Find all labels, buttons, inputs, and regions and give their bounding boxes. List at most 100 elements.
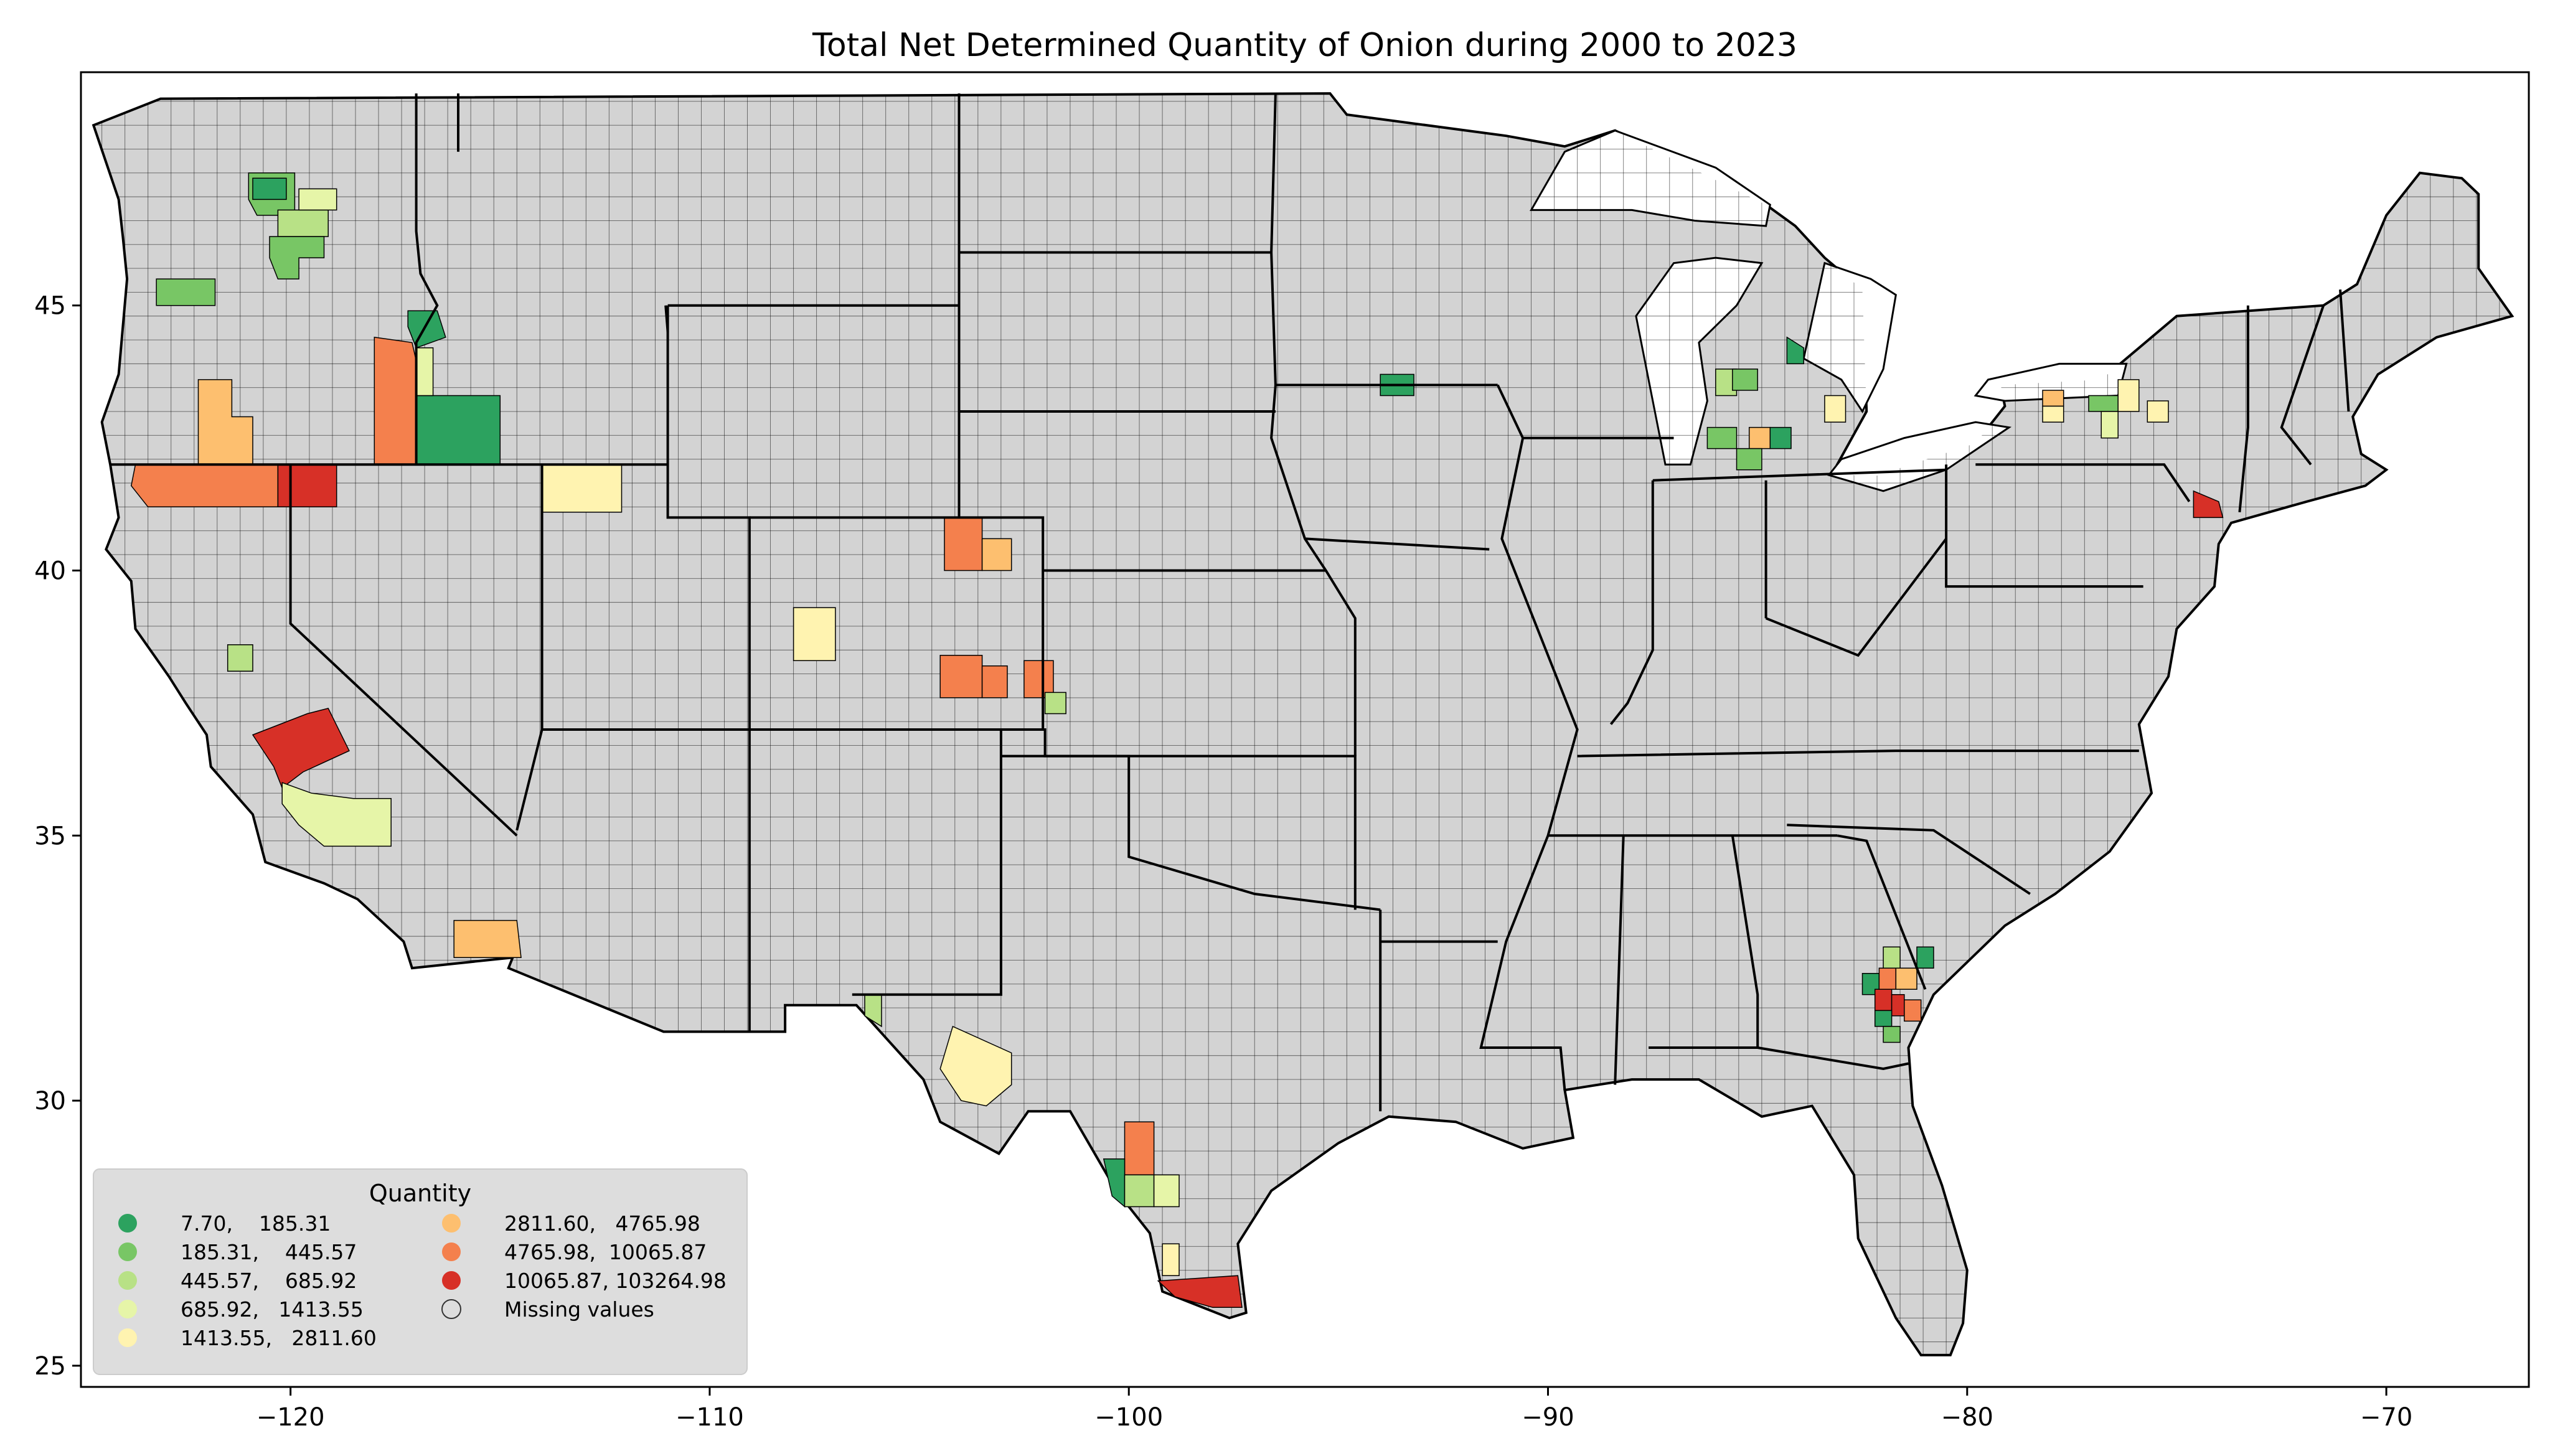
county-region	[1883, 1026, 1901, 1043]
county-region	[156, 278, 216, 306]
county-region	[227, 644, 253, 672]
state-line	[666, 305, 751, 1032]
legend: Quantity 7.70, 185.31 185.31, 445.57 445.5…	[93, 1168, 748, 1375]
y-axis: 25 30 35 40 45	[34, 292, 81, 1381]
y-tick-label: 35	[34, 822, 66, 850]
state-line	[1975, 463, 2191, 502]
county-region	[981, 665, 1008, 698]
state-line	[2238, 305, 2249, 512]
state-line	[1609, 480, 1654, 725]
legend-marker	[118, 1271, 137, 1290]
chart-title: Total Net Determined Quantity of Onion d…	[812, 27, 1797, 64]
county-region	[453, 919, 522, 958]
county-region	[1786, 336, 1804, 365]
x-tick-label: −70	[2360, 1403, 2412, 1432]
county-regions	[130, 172, 2224, 1308]
legend-label: 185.31, 445.57	[181, 1240, 357, 1264]
county-region	[541, 464, 623, 513]
state-line	[1652, 468, 1947, 482]
county-region	[1157, 1275, 1243, 1308]
state-line	[749, 516, 1045, 730]
legend-marker	[442, 1214, 461, 1233]
county-region	[415, 347, 434, 397]
county-region	[2101, 411, 2119, 439]
map-axes: −120 −110 −100 −90 −80 −70 25 30 35 40 45	[34, 71, 2530, 1432]
state-line	[1757, 1046, 1909, 1071]
county-region	[281, 782, 392, 847]
county-region	[269, 236, 325, 279]
legend-label: 445.57, 685.92	[181, 1269, 357, 1293]
county-region	[252, 708, 350, 789]
y-tick-label: 40	[34, 557, 66, 586]
great-lake	[1635, 256, 1764, 466]
legend-label: 1413.55, 2811.60	[181, 1326, 377, 1350]
x-tick-label: −100	[1094, 1403, 1163, 1432]
y-tick-label: 45	[34, 292, 66, 321]
county-region	[2117, 379, 2140, 412]
state-line	[1304, 537, 1490, 551]
legend-marker	[441, 1299, 461, 1319]
county-region	[1153, 1174, 1180, 1208]
legend-label: 2811.60, 4765.98	[504, 1211, 700, 1236]
county-region	[2042, 390, 2064, 407]
county-region	[415, 395, 501, 465]
county-region	[1748, 426, 1771, 449]
county-region	[1874, 1010, 1893, 1027]
county-region	[1891, 994, 1905, 1017]
state-line	[1614, 835, 1625, 1085]
legend-label: 4765.98, 10065.87	[504, 1240, 707, 1264]
county-region	[2147, 400, 2169, 423]
legend-label: 10065.87, 103264.98	[504, 1269, 727, 1293]
county-region	[944, 517, 983, 571]
county-region	[1904, 999, 1922, 1022]
county-region	[1706, 426, 1738, 449]
x-axis: −120 −110 −100 −90 −80 −70	[256, 1387, 2412, 1432]
county-region	[1883, 946, 1901, 969]
state-boundaries	[110, 93, 2350, 1112]
great-lake	[1530, 129, 1771, 227]
county-region	[1124, 1174, 1155, 1208]
county-region	[1124, 1121, 1155, 1176]
county-region	[1162, 1243, 1180, 1276]
county-region	[1916, 946, 1934, 969]
state-line	[1837, 834, 1927, 990]
state-line	[1270, 93, 1357, 756]
legend-marker	[118, 1328, 137, 1347]
county-region	[981, 538, 1012, 571]
x-tick-label: −110	[675, 1403, 744, 1432]
legend-box	[93, 1168, 748, 1375]
state-line	[852, 730, 1002, 996]
legend-marker	[118, 1300, 137, 1318]
state-line	[1765, 538, 1947, 657]
state-line	[664, 305, 669, 332]
county-region	[1874, 989, 1893, 1012]
county-region	[939, 655, 983, 698]
state-line	[1649, 835, 1759, 1049]
county-region	[298, 188, 337, 211]
county-region	[2193, 490, 2224, 519]
county-region	[793, 607, 836, 662]
legend-title: Quantity	[369, 1180, 471, 1207]
county-region	[2088, 395, 2119, 412]
legend-label: Missing values	[504, 1297, 654, 1322]
state-line	[415, 93, 439, 465]
county-region	[1715, 369, 1738, 397]
county-region	[130, 464, 279, 508]
state-line	[1945, 464, 2143, 588]
county-region	[277, 209, 329, 237]
y-tick-label: 25	[34, 1352, 66, 1381]
x-tick-label: −120	[256, 1403, 325, 1432]
legend-marker	[442, 1271, 461, 1290]
county-region	[1878, 967, 1897, 990]
x-tick-label: −80	[1941, 1403, 1993, 1432]
state-line	[1000, 754, 1381, 911]
state-line	[1479, 384, 1579, 1091]
county-region	[1769, 426, 1792, 449]
state-line	[2280, 305, 2325, 466]
county-region	[1824, 395, 1847, 423]
state-line	[1787, 824, 2031, 895]
county-region	[374, 336, 421, 465]
county-region	[1895, 967, 1917, 990]
county-region	[1736, 448, 1762, 471]
